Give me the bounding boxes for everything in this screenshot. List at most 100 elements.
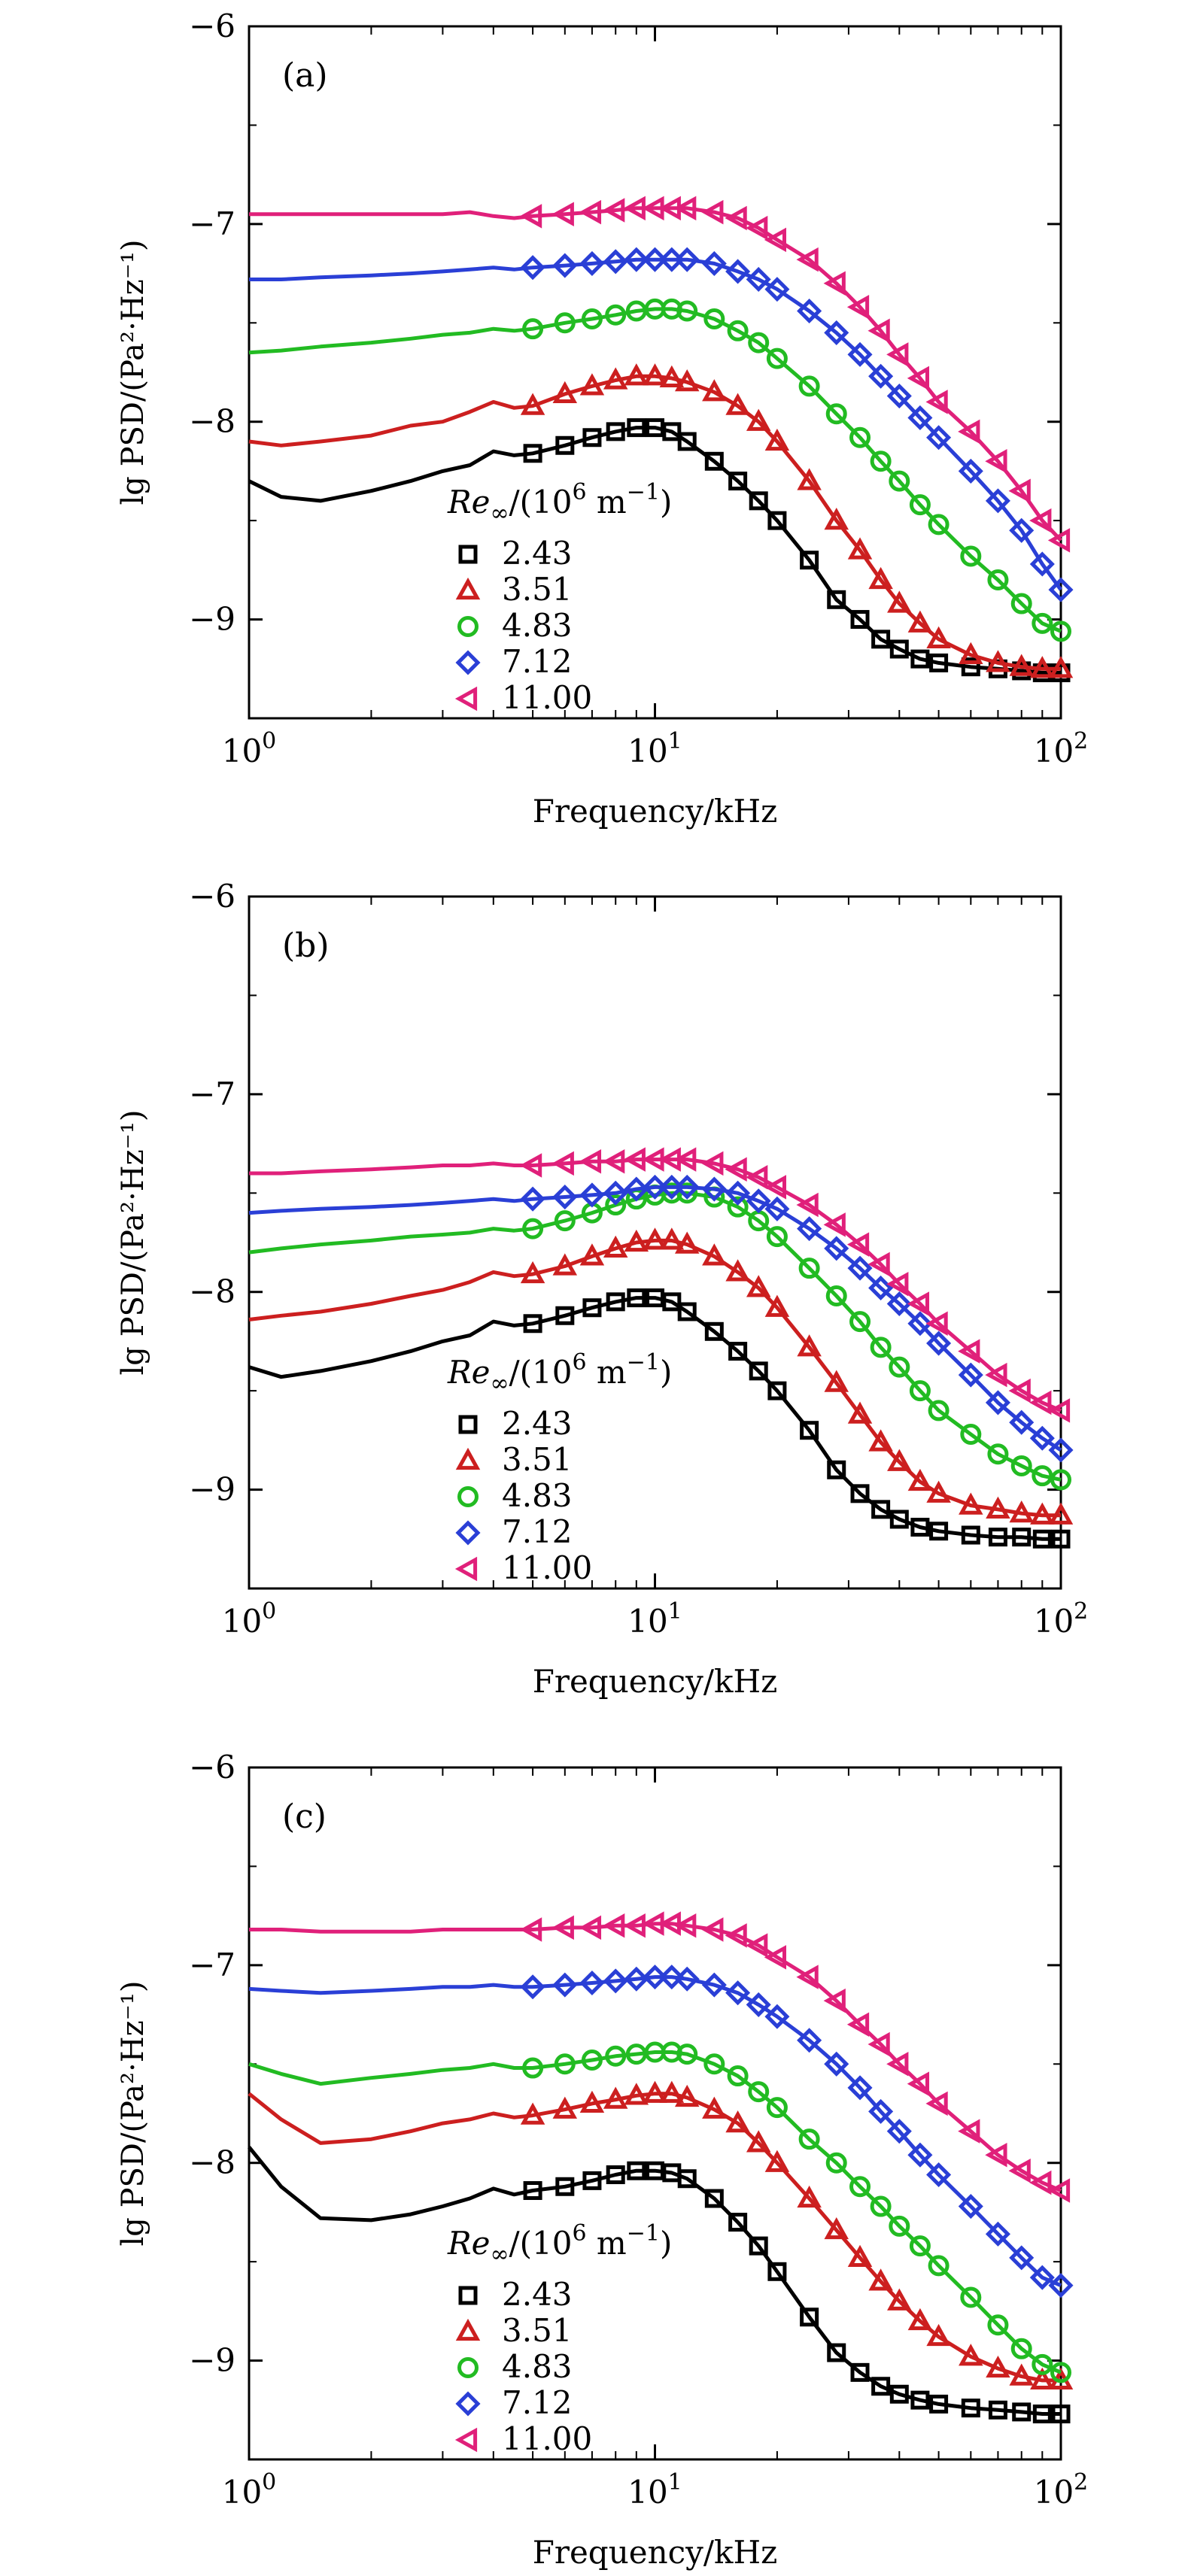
- data-point: [958, 2194, 983, 2219]
- data-point: [827, 1460, 846, 1479]
- legend-marker: [458, 1415, 478, 1434]
- legend-marker: [457, 616, 479, 637]
- legend-marker: [457, 1486, 479, 1507]
- series-3.51: [248, 363, 1074, 678]
- data-point: [764, 2150, 790, 2172]
- data-point: [868, 1275, 894, 1300]
- data-point: [909, 1380, 931, 1402]
- data-point: [624, 1176, 649, 1202]
- data-point: [910, 649, 930, 669]
- data-point: [1030, 656, 1055, 678]
- data-point: [847, 341, 873, 367]
- data-point: [746, 408, 771, 431]
- data-point: [701, 1917, 724, 1942]
- data-point: [871, 630, 891, 649]
- data-point: [907, 2307, 933, 2331]
- data-point: [522, 318, 544, 340]
- data-point: [523, 2181, 542, 2201]
- data-point: [579, 1970, 605, 1996]
- data-point: [1050, 2362, 1071, 2383]
- data-point: [725, 2110, 750, 2133]
- data-point: [749, 2236, 768, 2256]
- plot-frame: [248, 25, 1062, 720]
- data-point: [850, 1484, 870, 1503]
- data-point: [907, 1291, 930, 1316]
- data-point: [958, 1362, 983, 1388]
- data-point: [1009, 517, 1035, 543]
- data-point: [520, 2102, 545, 2125]
- series-4.83: [248, 1182, 1071, 1491]
- data-point: [847, 2244, 873, 2267]
- data-point: [674, 1966, 700, 1992]
- data-point: [1009, 2245, 1035, 2271]
- data-point: [606, 2165, 625, 2184]
- data-point: [746, 266, 771, 292]
- data-point: [959, 642, 983, 664]
- data-point: [579, 1148, 602, 1174]
- data-point: [889, 2215, 910, 2237]
- data-point: [929, 2394, 949, 2414]
- data-point: [579, 2090, 605, 2113]
- plot-frame: [248, 1766, 1062, 2461]
- data-point: [579, 1243, 605, 1266]
- data-point: [519, 204, 542, 229]
- data-point: [961, 2399, 980, 2418]
- legend-entry-label: 4.83: [502, 1477, 573, 1514]
- data-point: [1008, 1378, 1031, 1403]
- data-point: [582, 2171, 602, 2190]
- data-point: [749, 491, 768, 511]
- data-point: [959, 2344, 983, 2366]
- series-4.83: [248, 2041, 1071, 2383]
- data-point: [520, 393, 545, 415]
- data-point: [798, 2128, 820, 2150]
- data-point: [643, 2080, 667, 2103]
- data-point: [1047, 2178, 1071, 2203]
- data-point: [627, 418, 646, 438]
- data-point: [870, 2195, 892, 2217]
- legend-marker: [455, 2391, 481, 2417]
- data-point: [823, 1988, 846, 2013]
- data-point: [1047, 1398, 1071, 1423]
- data-point: [925, 2091, 948, 2116]
- x-axis-label: Frequency/kHz: [533, 1663, 778, 1700]
- data-point: [582, 1298, 602, 1318]
- series-line: [248, 307, 1062, 633]
- data-point: [1029, 551, 1055, 577]
- data-point: [624, 1229, 649, 1252]
- data-point: [703, 308, 725, 330]
- series-line: [248, 1975, 1062, 2288]
- data-point: [520, 1974, 545, 2000]
- data-point: [725, 259, 751, 284]
- x-tick-label: 102: [1034, 2469, 1089, 2511]
- data-point: [986, 1496, 1010, 1519]
- y-tick-label: −8: [189, 1273, 235, 1310]
- panel-label: (c): [282, 1798, 327, 1836]
- legend-marker: [454, 2427, 478, 2453]
- data-point: [605, 1194, 627, 1216]
- data-point: [523, 1314, 542, 1334]
- y-tick-label: −9: [189, 601, 235, 638]
- data-point: [624, 363, 649, 386]
- data-point: [910, 2390, 930, 2410]
- data-point: [523, 444, 542, 463]
- data-point: [988, 2400, 1007, 2420]
- data-point: [552, 381, 578, 404]
- series-7.12: [249, 247, 1074, 602]
- data-point: [827, 590, 846, 609]
- x-tick-label: 102: [1034, 728, 1089, 769]
- data-point: [846, 1232, 870, 1257]
- data-point: [659, 1965, 685, 1990]
- data-point: [928, 2255, 950, 2277]
- x-tick-label: 101: [627, 1598, 682, 1640]
- data-point: [522, 2057, 544, 2079]
- legend-marker: [455, 1520, 481, 1546]
- data-point: [849, 1311, 871, 1333]
- data-point: [847, 2075, 873, 2101]
- data-point: [886, 2119, 912, 2144]
- data-point: [725, 1180, 751, 1206]
- data-point: [581, 308, 603, 330]
- data-point: [662, 422, 682, 441]
- data-point: [1048, 577, 1074, 602]
- data-point: [961, 1525, 980, 1545]
